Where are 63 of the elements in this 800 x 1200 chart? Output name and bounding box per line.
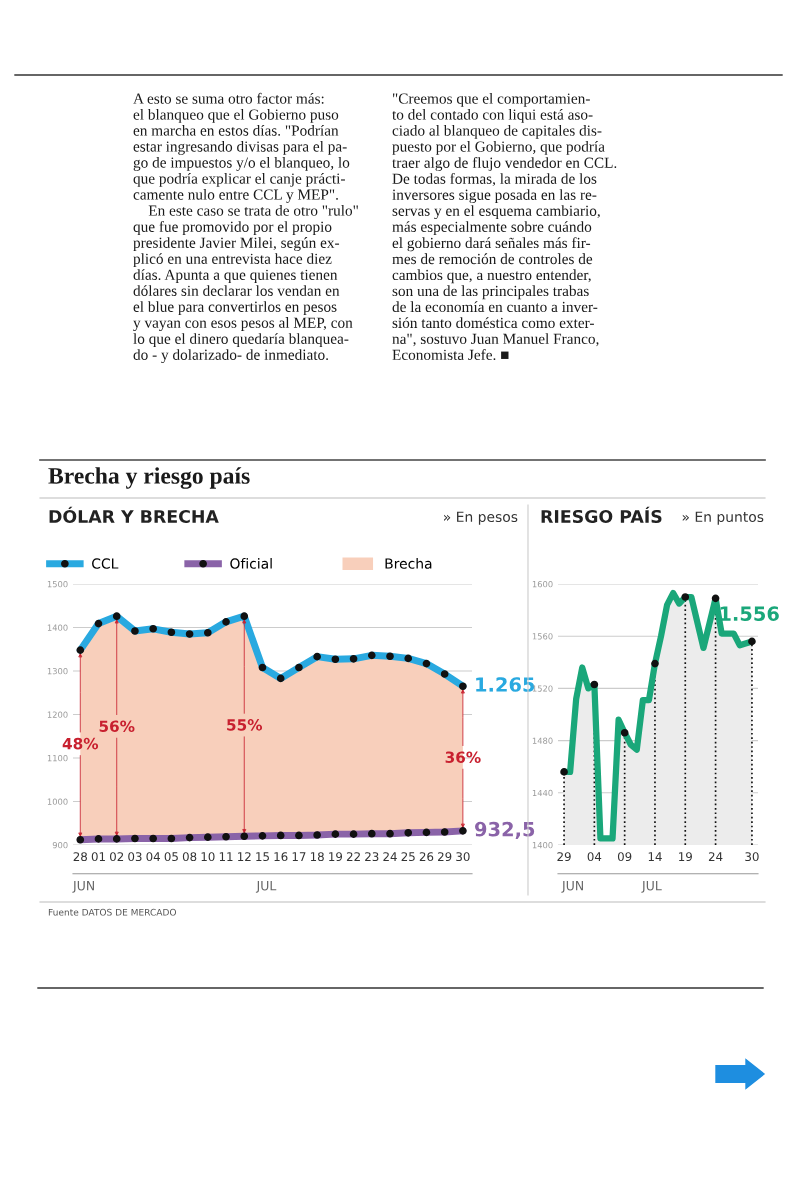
y-tick-label: 1440	[532, 789, 553, 797]
data-label: 932,5	[475, 821, 535, 839]
x-tick-label: 03	[128, 852, 142, 862]
x-tick-label: 10	[201, 852, 215, 862]
x-tick-label: 11	[219, 852, 233, 861]
y-tick-label: 1520	[532, 685, 553, 692]
y-tick-label: 1560	[532, 633, 553, 640]
x-tick-label: 04	[587, 852, 602, 862]
x-tick-label: 28	[73, 852, 87, 862]
annotation: 55%	[227, 719, 263, 731]
x-tick-label: 17	[292, 852, 306, 861]
y-tick-label: 1300	[47, 667, 68, 675]
x-tick-label: 02	[109, 852, 124, 862]
x-tick-label: 04	[146, 852, 161, 862]
x-tick-label: 18	[310, 852, 324, 862]
x-tick-label: 19	[329, 852, 343, 862]
text: JUN	[72, 881, 94, 893]
y-tick-label: 1100	[47, 754, 68, 762]
x-tick-label: 24	[383, 852, 397, 861]
x-tick-label: 29	[557, 852, 571, 862]
chart-subtitle: » En puntos	[682, 511, 764, 525]
legend-label: CCL	[92, 558, 119, 569]
y-tick-label: 900	[52, 841, 68, 849]
x-tick-label: 26	[419, 852, 434, 862]
source-note: Fuente DATOS DE MERCADO	[48, 908, 177, 916]
x-tick-label: 19	[679, 852, 692, 862]
x-tick-label: 23	[365, 852, 379, 862]
chart-title: DÓLAR Y BRECHA	[49, 506, 219, 524]
x-tick-label: 01	[91, 852, 105, 862]
chart-title: RIESGO PAÍS	[541, 506, 662, 524]
y-tick-label: 1480	[532, 737, 553, 744]
y-tick-label: 1400	[47, 624, 68, 631]
x-tick-label: 15	[256, 852, 269, 862]
text: "Creemos que el comportamien- to del contado con liqui está aso- ciado al blanqueo de capitales dis- puesto por el Gobierno, que podría traer algo de flujo vendedor en CCL. De todas formas, la mirada de los inversores sigue posada en las re- servas y en el esquema cambiario, más especialmente sobre cuándo el gobierno dará señales más fir- mes de remoción de controles de cambios que, a nuestro entender, son una de las principales trabas de la economía en cuanto a inver- sión tanto doméstica como exter- na", sostuvo Juan Manuel Franco, Economista Jefe. ■	[392, 93, 617, 361]
x-tick-label: 30	[456, 852, 470, 862]
text: A esto se suma otro factor más: el blanqueo que el Gobierno puso en marcha en estos días. "Podrían estar ingresando divisas para el pa- go de impuestos y/o el blanqueo, lo que podría explicar el canje prácti- camente nulo entre CCL y MEP". En este caso se trata de otro "rulo" que fue promovido por el propio presidente Javier Milei, según ex- plicó en una entrevista hace diez días. Apunta a que quienes tienen dólares sin declarar los vendan en el blue para convertirlos en pesos y vayan con esos pesos al MEP, con lo que el dinero quedaría blanquea- do - y dolarizado- de inmediato.	[133, 92, 358, 364]
data-label: 1.265	[476, 677, 535, 692]
text: JUN	[561, 881, 583, 893]
text: JUL	[255, 881, 277, 893]
x-tick-label: 12	[238, 852, 251, 861]
annotation: 56%	[99, 720, 135, 732]
annotation: 36%	[445, 751, 481, 763]
legend-label: Oficial	[230, 558, 272, 569]
x-tick-label: 14	[648, 852, 662, 861]
y-tick-label: 1200	[47, 711, 68, 718]
x-tick-label: 08	[182, 852, 197, 862]
y-tick-label: 1400	[532, 841, 553, 849]
x-tick-label: 24	[708, 852, 723, 861]
x-tick-label: 16	[274, 852, 288, 862]
text: Brecha y riesgo país	[48, 467, 250, 489]
x-tick-label: 22	[346, 852, 360, 861]
chart-subtitle: » En pesos	[444, 511, 518, 525]
legend-label: Brecha	[385, 558, 432, 569]
annotation: 48%	[62, 737, 99, 750]
y-tick-label: 1000	[47, 798, 68, 805]
text: JUL	[641, 881, 662, 893]
x-tick-label: 05	[164, 852, 178, 862]
x-tick-label: 25	[401, 852, 415, 862]
x-tick-label: 29	[438, 852, 452, 862]
x-tick-label: 09	[617, 852, 632, 862]
y-tick-label: 1600	[532, 580, 553, 588]
x-tick-label: 30	[745, 852, 759, 862]
y-tick-label: 1500	[47, 580, 68, 588]
